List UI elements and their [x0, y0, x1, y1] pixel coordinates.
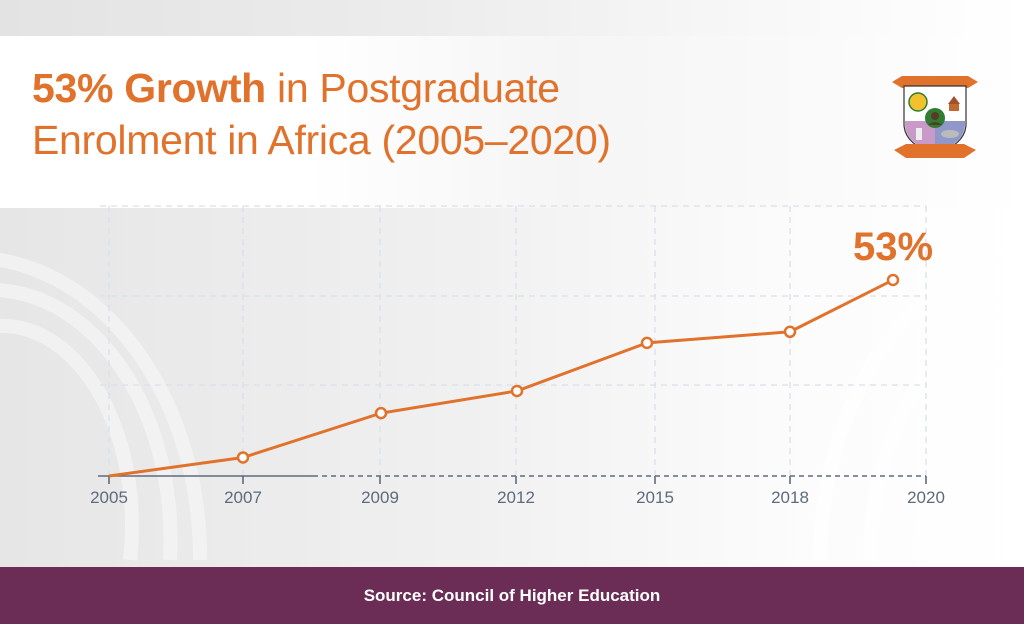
x-tick-label: 2005: [90, 488, 128, 507]
logo-bottom-banner-icon: [894, 144, 976, 158]
logo-top-banner-icon: [892, 76, 978, 88]
x-axis: 2005 2007 2009 2012 2015 2018 2020: [90, 475, 945, 507]
chart-grid: [100, 205, 927, 476]
data-point-marker: [236, 451, 250, 464]
x-tick-label: 2012: [497, 488, 535, 507]
x-tick-label: 2007: [224, 488, 262, 507]
highlight-value-label: 53%: [853, 225, 933, 269]
x-tick-label: 2018: [771, 488, 809, 507]
x-tick-label: 2009: [361, 488, 399, 507]
x-tick-label: 2015: [636, 488, 674, 507]
data-point-marker: [783, 325, 797, 339]
page-title: 53% Growth in Postgraduate Enrolment in …: [32, 62, 611, 166]
title-band: [0, 36, 1024, 208]
title-line-1: 53% Growth in Postgraduate: [32, 62, 611, 114]
data-point-marker: [374, 406, 388, 420]
title-line1-rest: in Postgraduate: [265, 65, 560, 111]
title-highlight: 53% Growth: [32, 65, 266, 111]
data-point-marker: [510, 384, 524, 398]
data-point-marker: [886, 273, 900, 287]
university-crest-logo: [892, 76, 978, 158]
series-line: [108, 273, 900, 478]
source-label: Source: Council of Higher Education: [363, 585, 661, 605]
footer-bar: Source: Council of Higher Education: [0, 567, 1024, 624]
title-line-2: Enrolment in Africa (2005–2020): [32, 117, 611, 163]
x-tick-label: 2020: [907, 488, 945, 507]
data-point-marker: [640, 336, 654, 350]
top-strip: [0, 0, 1024, 36]
